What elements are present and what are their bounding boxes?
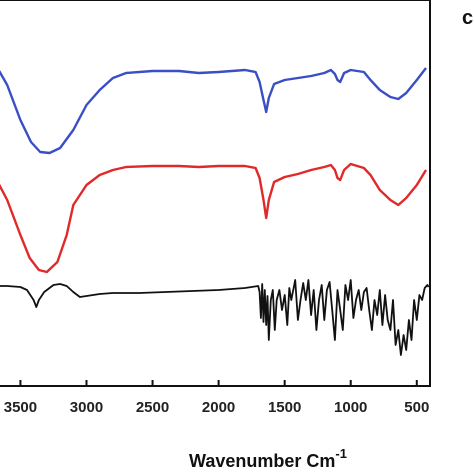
series-line-1 bbox=[0, 67, 427, 155]
x-axis: 3500 3000 2500 2000 1500 1000 500 bbox=[4, 380, 429, 416]
x-tick-label-2500: 2500 bbox=[136, 399, 169, 416]
x-tick-label-3500: 3500 bbox=[4, 399, 37, 416]
x-axis-label-text: Wavenumber Cm bbox=[189, 451, 335, 471]
x-tick-label-2000: 2000 bbox=[202, 399, 235, 416]
x-tick-label-1500: 1500 bbox=[268, 399, 301, 416]
x-axis-label: Wavenumber Cm-1 bbox=[189, 446, 347, 471]
series-line-3 bbox=[0, 279, 430, 356]
plot-frame bbox=[0, 0, 431, 387]
x-tick-label-3000: 3000 bbox=[70, 399, 103, 416]
panel-label: c bbox=[462, 7, 473, 29]
series-layer bbox=[0, 67, 430, 356]
series-line-2 bbox=[0, 162, 428, 274]
plot-area bbox=[0, 0, 431, 387]
x-tick-label-500: 500 bbox=[404, 399, 429, 416]
x-axis-label-superscript: -1 bbox=[335, 446, 347, 461]
x-tick-label-1000: 1000 bbox=[334, 399, 367, 416]
